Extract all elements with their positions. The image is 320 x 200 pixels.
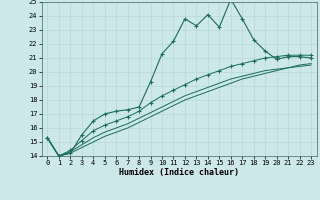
X-axis label: Humidex (Indice chaleur): Humidex (Indice chaleur): [119, 168, 239, 177]
